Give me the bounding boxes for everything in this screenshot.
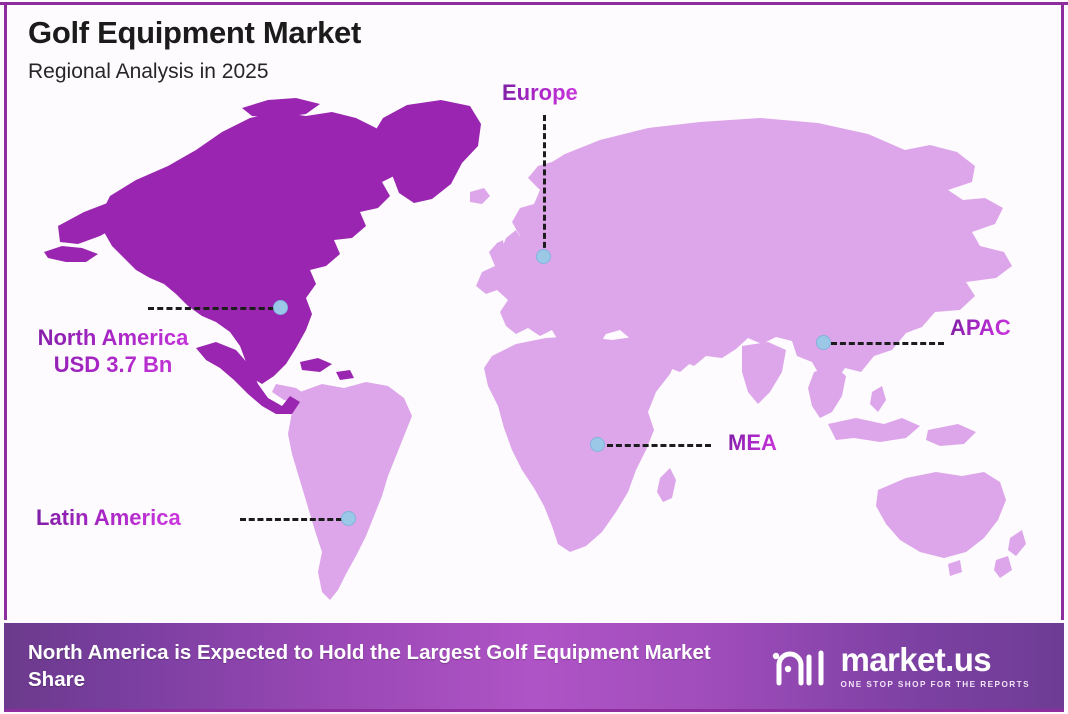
header-block: Golf Equipment Market Regional Analysis …: [28, 15, 362, 84]
page-subtitle: Regional Analysis in 2025: [28, 60, 269, 84]
region-shape-indonesia: [828, 418, 920, 442]
region-shape-ireland: [496, 240, 505, 254]
region-shape-central-america-south: [272, 384, 308, 404]
page-title: Golf Equipment Market: [28, 15, 362, 50]
region-shape-southeast-asia: [808, 366, 846, 418]
map-marker-europe[interactable]: [536, 249, 551, 264]
leader-line-europe: [543, 115, 546, 257]
region-shape-scandinavia: [568, 152, 620, 206]
region-shape-new-zealand: [1008, 530, 1026, 556]
region-shape-new-guinea: [926, 424, 976, 446]
region-shape-arabia: [648, 332, 694, 372]
brand-wordmark: market.us ONE STOP SHOP FOR THE REPORTS: [841, 643, 1030, 689]
region-label-apac: APAC: [950, 315, 1011, 340]
region-label-latin-america: Latin America: [36, 505, 181, 530]
region-shape-eurasia: [476, 118, 1012, 381]
region-shape-new-zealand-south: [994, 556, 1012, 578]
region-shape-iceland: [470, 188, 490, 204]
top-border-rule: [0, 2, 1068, 5]
region-shape-caribbean: [300, 358, 332, 372]
region-label-north-america-name: North America: [37, 325, 189, 350]
region-shape-north-america: [100, 112, 404, 384]
region-shape-japan: [880, 288, 902, 322]
region-shape-greenland: [372, 100, 481, 203]
region-shape-canadian-arctic: [242, 98, 320, 118]
map-layer-other-regions: [272, 100, 1026, 600]
footer-caption: North America is Expected to Hold the La…: [28, 640, 711, 691]
map-marker-mea[interactable]: [590, 437, 605, 452]
region-shape-south-america: [288, 382, 412, 600]
world-map: [44, 98, 1026, 600]
region-shape-india: [742, 342, 786, 404]
logo-dot-icon: [772, 652, 779, 660]
leader-line-apac: [831, 342, 944, 345]
bottom-border-rule: [4, 709, 1064, 712]
region-shape-alaska: [58, 196, 140, 244]
region-label-north-america: North America USD 3.7 Bn: [18, 325, 208, 379]
brand-logo[interactable]: market.us ONE STOP SHOP FOR THE REPORTS: [769, 643, 1030, 689]
region-label-europe: Europe: [502, 80, 578, 105]
region-shape-madagascar: [657, 468, 676, 502]
region-shape-korea: [858, 302, 872, 320]
brand-name: market.us: [840, 641, 992, 678]
right-border-rule: [1061, 5, 1064, 620]
region-shape-british-isles: [502, 230, 522, 258]
map-marker-latin-america[interactable]: [341, 511, 356, 526]
map-marker-apac[interactable]: [816, 335, 831, 350]
leader-line-north-america: [148, 307, 274, 310]
footer-banner: North America is Expected to Hold the La…: [4, 623, 1064, 709]
region-shape-philippines: [870, 386, 886, 412]
region-shape-aleutian-islands: [44, 246, 98, 262]
brand-tagline: ONE STOP SHOP FOR THE REPORTS: [840, 680, 1030, 689]
region-shape-tasmania: [948, 560, 962, 576]
market-us-logo-icon: [772, 650, 824, 686]
logo-dot-inner-icon: [784, 665, 791, 673]
region-label-mea: MEA: [728, 430, 777, 455]
region-value-north-america: USD 3.7 Bn: [53, 351, 173, 377]
map-marker-north-america[interactable]: [273, 300, 288, 315]
region-shape-hispaniola: [336, 370, 354, 380]
map-layer-highlight-region: [44, 98, 404, 414]
region-shape-africa: [484, 336, 678, 552]
leader-line-mea: [607, 444, 711, 447]
region-shape-mexico: [196, 342, 300, 414]
region-shape-australia: [876, 472, 1006, 558]
leader-line-latin-america: [240, 518, 342, 521]
left-border-rule: [4, 5, 7, 620]
